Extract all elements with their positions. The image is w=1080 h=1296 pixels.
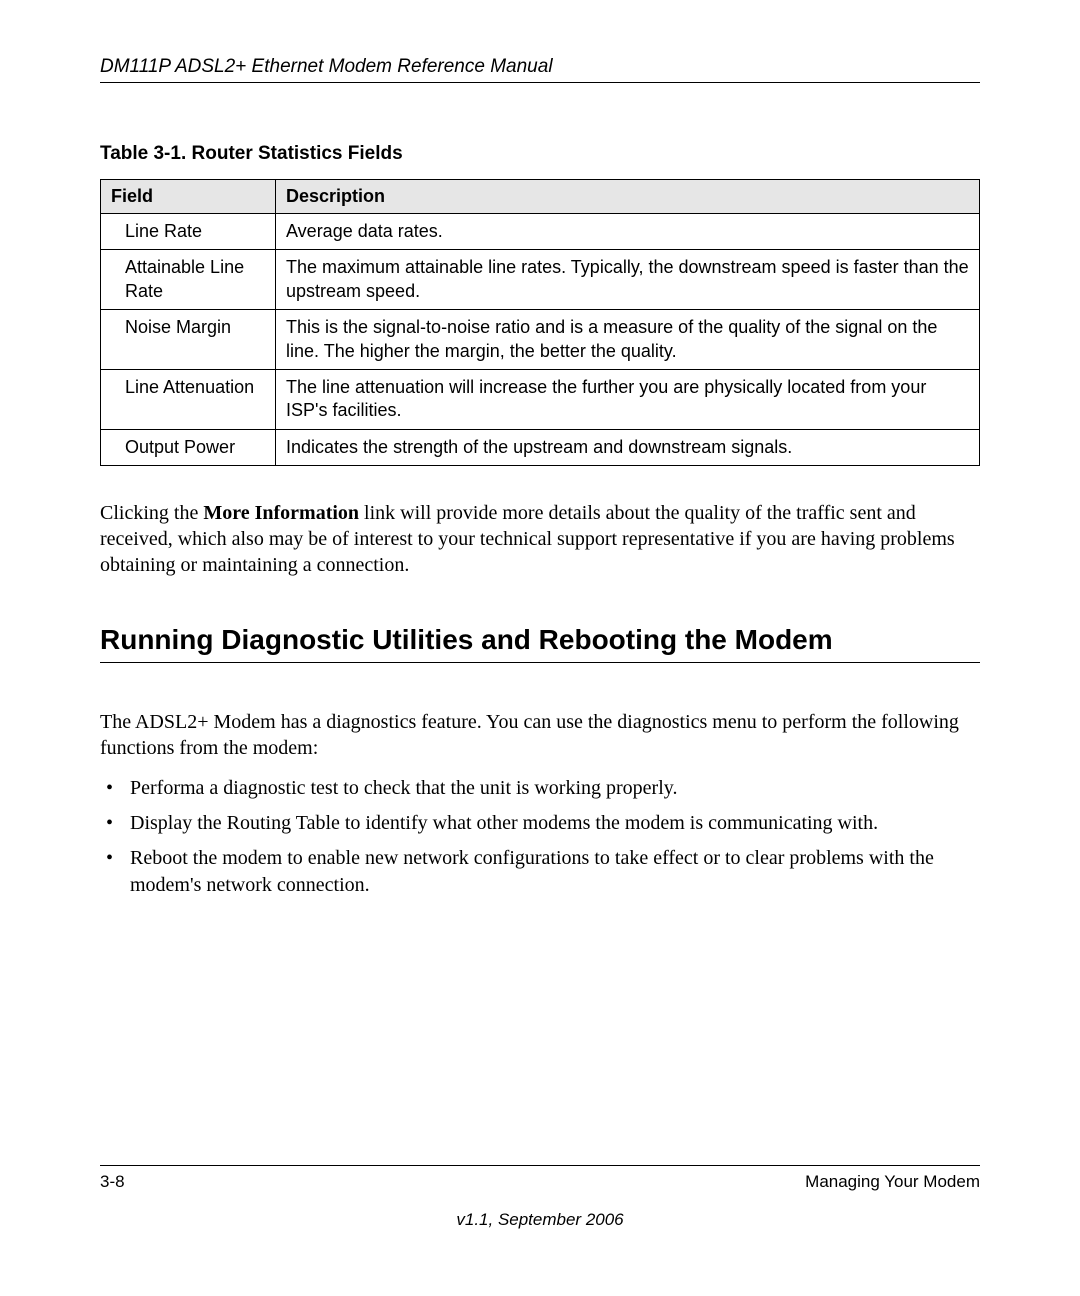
bullet-text: Display the Routing Table to identify wh… — [130, 810, 980, 837]
bullet-icon: • — [100, 845, 130, 899]
table-cell-field: Noise Margin — [101, 310, 276, 370]
section-heading: Running Diagnostic Utilities and Rebooti… — [100, 624, 980, 663]
table-row: Output Power Indicates the strength of t… — [101, 429, 980, 465]
bullet-icon: • — [100, 810, 130, 837]
table-cell-field: Attainable Line Rate — [101, 250, 276, 310]
bullet-text: Performa a diagnostic test to check that… — [130, 775, 980, 802]
table-cell-description: This is the signal-to-noise ratio and is… — [276, 310, 980, 370]
table-header-row: Field Description — [101, 180, 980, 214]
bullet-text: Reboot the modem to enable new network c… — [130, 845, 980, 899]
footer-section-title: Managing Your Modem — [805, 1172, 980, 1192]
para1-pre: Clicking the — [100, 502, 203, 524]
table-cell-field: Line Attenuation — [101, 369, 276, 429]
para1-bold: More Information — [203, 502, 359, 524]
paragraph-diagnostics: The ADSL2+ Modem has a diagnostics featu… — [100, 709, 980, 761]
table-caption: Table 3-1. Router Statistics Fields — [100, 143, 980, 165]
footer-row: 3-8 Managing Your Modem — [100, 1172, 980, 1192]
footer-rule — [100, 1165, 980, 1166]
bullet-list: • Performa a diagnostic test to check th… — [100, 775, 980, 899]
table-header-description: Description — [276, 180, 980, 214]
footer-version: v1.1, September 2006 — [100, 1210, 980, 1230]
paragraph-more-information: Clicking the More Information link will … — [100, 500, 980, 578]
list-item: • Display the Routing Table to identify … — [100, 810, 980, 837]
table-row: Attainable Line Rate The maximum attaina… — [101, 250, 980, 310]
router-statistics-table: Field Description Line Rate Average data… — [100, 179, 980, 466]
table-row: Line Rate Average data rates. — [101, 214, 980, 250]
list-item: • Performa a diagnostic test to check th… — [100, 775, 980, 802]
document-header-title: DM111P ADSL2+ Ethernet Modem Reference M… — [100, 56, 980, 78]
table-cell-field: Line Rate — [101, 214, 276, 250]
header-rule — [100, 82, 980, 83]
page-footer: 3-8 Managing Your Modem v1.1, September … — [100, 1165, 980, 1230]
table-cell-description: The line attenuation will increase the f… — [276, 369, 980, 429]
table-cell-description: Indicates the strength of the upstream a… — [276, 429, 980, 465]
bullet-icon: • — [100, 775, 130, 802]
table-cell-description: The maximum attainable line rates. Typic… — [276, 250, 980, 310]
table-header-field: Field — [101, 180, 276, 214]
list-item: • Reboot the modem to enable new network… — [100, 845, 980, 899]
footer-page-number: 3-8 — [100, 1172, 125, 1192]
table-row: Line Attenuation The line attenuation wi… — [101, 369, 980, 429]
table-cell-description: Average data rates. — [276, 214, 980, 250]
table-row: Noise Margin This is the signal-to-noise… — [101, 310, 980, 370]
table-cell-field: Output Power — [101, 429, 276, 465]
